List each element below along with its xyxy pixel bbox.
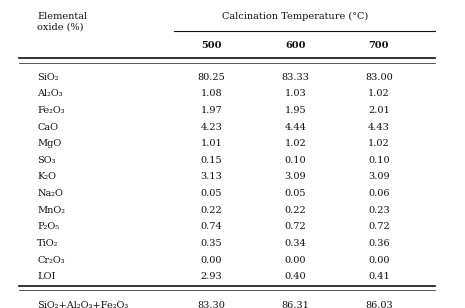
- Text: 4.44: 4.44: [284, 123, 306, 132]
- Text: 0.00: 0.00: [201, 256, 222, 265]
- Text: 700: 700: [369, 42, 389, 51]
- Text: CaO: CaO: [37, 123, 58, 132]
- Text: 0.41: 0.41: [368, 272, 390, 281]
- Text: 1.97: 1.97: [201, 106, 222, 115]
- Text: 0.23: 0.23: [368, 206, 390, 215]
- Text: 0.10: 0.10: [368, 156, 390, 165]
- Text: 0.40: 0.40: [285, 272, 306, 281]
- Text: 0.00: 0.00: [368, 256, 390, 265]
- Text: 0.05: 0.05: [285, 189, 306, 198]
- Text: 0.34: 0.34: [285, 239, 306, 248]
- Text: 2.01: 2.01: [368, 106, 390, 115]
- Text: 600: 600: [285, 42, 306, 51]
- Text: LOI: LOI: [37, 272, 56, 281]
- Text: Al₂O₃: Al₂O₃: [37, 89, 63, 98]
- Text: 0.05: 0.05: [201, 189, 222, 198]
- Text: 500: 500: [201, 42, 222, 51]
- Text: 0.35: 0.35: [201, 239, 222, 248]
- Text: 3.13: 3.13: [200, 172, 223, 181]
- Text: 0.22: 0.22: [285, 206, 306, 215]
- Text: Cr₂O₃: Cr₂O₃: [37, 256, 65, 265]
- Text: 83.00: 83.00: [365, 73, 393, 82]
- Text: 1.02: 1.02: [285, 139, 306, 148]
- Text: 1.02: 1.02: [368, 89, 390, 98]
- Text: 83.30: 83.30: [198, 301, 226, 308]
- Text: 0.10: 0.10: [285, 156, 306, 165]
- Text: P₂O₅: P₂O₅: [37, 222, 60, 231]
- Text: 1.03: 1.03: [285, 89, 306, 98]
- Text: MgO: MgO: [37, 139, 61, 148]
- Text: Calcination Temperature (°C): Calcination Temperature (°C): [222, 12, 368, 22]
- Text: 83.33: 83.33: [281, 73, 309, 82]
- Text: 1.01: 1.01: [201, 139, 222, 148]
- Text: 2.93: 2.93: [201, 272, 222, 281]
- Text: SiO₂+Al₂O₃+Fe₂O₃: SiO₂+Al₂O₃+Fe₂O₃: [37, 301, 128, 308]
- Text: Na₂O: Na₂O: [37, 189, 63, 198]
- Text: Elemental
oxide (%): Elemental oxide (%): [37, 12, 87, 32]
- Text: SO₃: SO₃: [37, 156, 56, 165]
- Text: 80.25: 80.25: [198, 73, 226, 82]
- Text: 0.72: 0.72: [285, 222, 306, 231]
- Text: 0.72: 0.72: [368, 222, 390, 231]
- Text: SiO₂: SiO₂: [37, 73, 59, 82]
- Text: 0.74: 0.74: [201, 222, 222, 231]
- Text: 0.36: 0.36: [368, 239, 390, 248]
- Text: 3.09: 3.09: [285, 172, 306, 181]
- Text: 86.31: 86.31: [281, 301, 309, 308]
- Text: 1.08: 1.08: [201, 89, 222, 98]
- Text: 4.43: 4.43: [368, 123, 390, 132]
- Text: 3.09: 3.09: [368, 172, 390, 181]
- Text: 0.22: 0.22: [201, 206, 222, 215]
- Text: 1.95: 1.95: [285, 106, 306, 115]
- Text: 1.02: 1.02: [368, 139, 390, 148]
- Text: TiO₂: TiO₂: [37, 239, 59, 248]
- Text: K₂O: K₂O: [37, 172, 56, 181]
- Text: 0.06: 0.06: [368, 189, 390, 198]
- Text: 4.23: 4.23: [200, 123, 223, 132]
- Text: 0.15: 0.15: [201, 156, 222, 165]
- Text: 86.03: 86.03: [365, 301, 393, 308]
- Text: 0.00: 0.00: [285, 256, 306, 265]
- Text: Fe₂O₃: Fe₂O₃: [37, 106, 65, 115]
- Text: MnO₂: MnO₂: [37, 206, 65, 215]
